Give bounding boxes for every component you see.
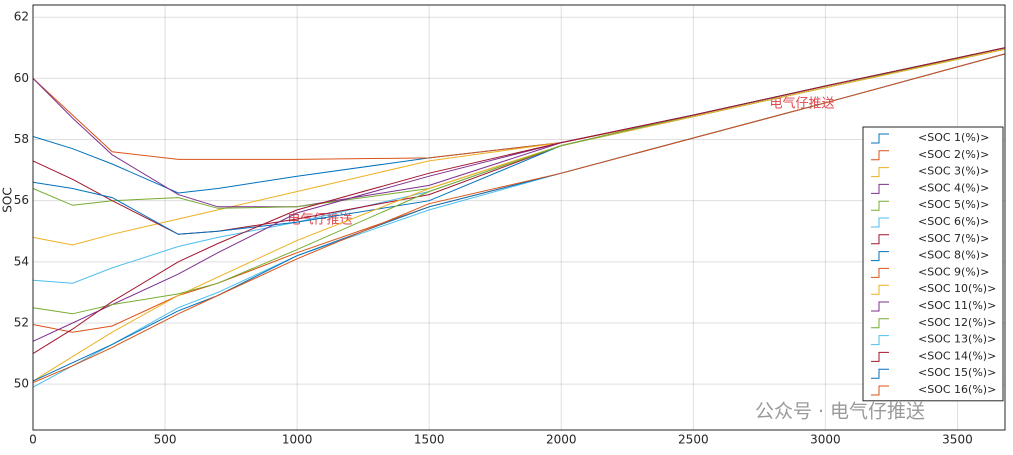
legend-swatch — [871, 335, 889, 346]
legend-swatch — [871, 284, 889, 295]
legend-label: <SOC 2(%)> — [918, 148, 989, 161]
legend-swatch — [871, 385, 889, 396]
legend-label: <SOC 10(%)> — [918, 282, 996, 295]
series-line — [32, 53, 1006, 384]
x-tick-label: 3000 — [810, 433, 841, 447]
legend-label: <SOC 1(%)> — [918, 131, 989, 144]
plot-border — [32, 4, 1006, 431]
legend-label: <SOC 3(%)> — [918, 165, 989, 178]
legend-label: <SOC 12(%)> — [918, 316, 996, 329]
legend-swatch — [871, 351, 889, 362]
x-tick-label: 1000 — [282, 433, 313, 447]
plot-area — [33, 5, 1005, 430]
legend-swatch — [871, 200, 889, 211]
legend-swatch — [871, 133, 889, 144]
legend-label: <SOC 6(%)> — [918, 215, 989, 228]
legend-label: <SOC 15(%)> — [918, 366, 996, 379]
series-line — [32, 47, 1006, 355]
legend-swatch — [871, 234, 889, 245]
legend-label: <SOC 11(%)> — [918, 299, 996, 312]
x-tick-label: 0 — [29, 433, 37, 447]
y-tick-label: 62 — [14, 10, 29, 24]
legend-label: <SOC 8(%)> — [918, 249, 989, 262]
legend-label: <SOC 5(%)> — [918, 198, 989, 211]
legend-swatch — [871, 318, 889, 329]
legend-swatch — [871, 251, 889, 262]
legend-swatch — [871, 267, 889, 278]
x-tick-label: 1500 — [414, 433, 445, 447]
legend-box — [862, 126, 1004, 402]
legend-label: <SOC 7(%)> — [918, 232, 989, 245]
legend-swatch — [871, 183, 889, 194]
legend-label: <SOC 9(%)> — [918, 265, 989, 278]
legend-swatch — [871, 167, 889, 178]
x-tick-label: 500 — [154, 433, 177, 447]
y-tick-label: 50 — [14, 377, 29, 391]
legend-swatch — [871, 368, 889, 379]
legend-label: <SOC 4(%)> — [918, 181, 989, 194]
legend-label: <SOC 13(%)> — [918, 333, 996, 346]
y-tick-label: 58 — [14, 132, 29, 146]
series-line — [32, 48, 1006, 382]
x-tick-label: 3500 — [942, 433, 973, 447]
y-tick-label: 52 — [14, 315, 29, 329]
y-tick-label: 60 — [14, 71, 29, 85]
legend-label: <SOC 14(%)> — [918, 349, 996, 362]
watermark: 电气仔推送 — [769, 96, 834, 112]
watermark: 公众号 · 电气仔推送 — [755, 401, 925, 423]
x-tick-label: 2500 — [678, 433, 709, 447]
legend-label: <SOC 16(%)> — [918, 383, 996, 396]
y-tick-label: 56 — [14, 193, 29, 207]
x-tick-label: 2000 — [546, 433, 577, 447]
y-axis-label: SOC — [1, 187, 15, 212]
legend-swatch — [871, 150, 889, 161]
legend-swatch — [871, 301, 889, 312]
legend: <SOC 1(%)> <SOC 2(%)> <SOC 3(%)> <SOC 4(%)>… — [862, 126, 1004, 402]
legend-swatch — [871, 217, 889, 228]
y-tick-label: 54 — [14, 254, 29, 268]
